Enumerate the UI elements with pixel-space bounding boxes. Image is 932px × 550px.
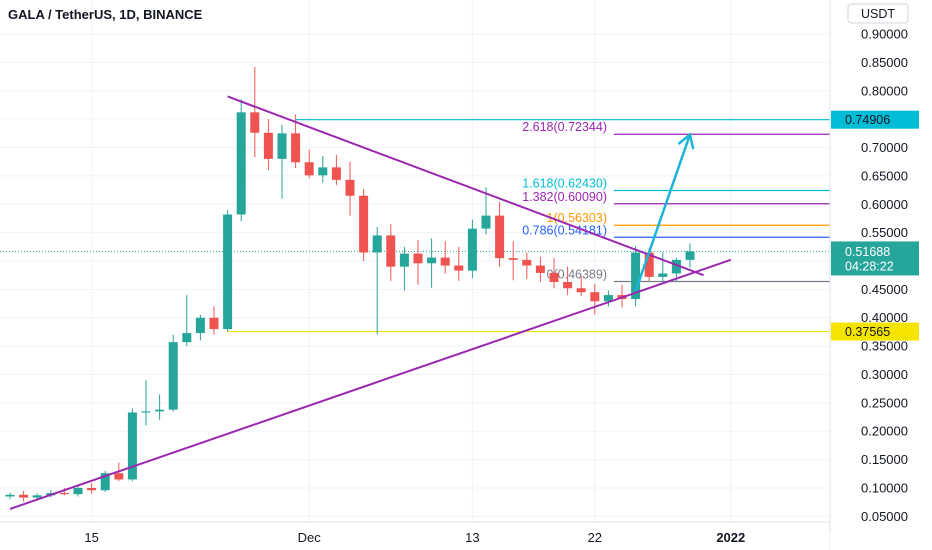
- trendlines: [9, 95, 732, 510]
- candle-body[interactable]: [372, 235, 382, 253]
- candle-body[interactable]: [19, 494, 29, 498]
- candles[interactable]: [5, 66, 695, 502]
- candle-body[interactable]: [671, 259, 681, 274]
- candle-body[interactable]: [209, 317, 219, 330]
- candle-body[interactable]: [386, 235, 396, 267]
- y-tick-label: 0.55000: [861, 225, 908, 240]
- candle-body[interactable]: [658, 273, 668, 277]
- x-tick-label: 13: [465, 530, 479, 545]
- candle-body[interactable]: [644, 252, 654, 277]
- axis-corner: [830, 532, 932, 550]
- candle-body[interactable]: [563, 281, 573, 289]
- projection-arrow: [634, 132, 695, 292]
- candle-body[interactable]: [155, 409, 165, 412]
- horizontal-levels: [0, 119, 830, 333]
- candle-countdown-label: 04:28:22: [845, 259, 894, 273]
- candle-body[interactable]: [535, 265, 545, 273]
- x-tick-label: 22: [588, 530, 602, 545]
- fib-level-label: 2.618(0.72344): [522, 120, 607, 134]
- candle-body[interactable]: [549, 272, 559, 282]
- x-tick-label: Dec: [298, 530, 322, 545]
- candle-body[interactable]: [603, 295, 613, 302]
- candle-body[interactable]: [223, 214, 233, 330]
- candle-body[interactable]: [263, 132, 273, 159]
- currency-label: USDT: [861, 7, 895, 21]
- x-tick-label: 2022: [716, 530, 745, 545]
- candle-body[interactable]: [250, 112, 260, 133]
- candle-body[interactable]: [590, 292, 600, 302]
- candle-body[interactable]: [168, 342, 178, 410]
- y-tick-label: 0.85000: [861, 55, 908, 70]
- candle-body[interactable]: [87, 487, 97, 491]
- candle-body[interactable]: [318, 167, 328, 176]
- y-tick-label: 0.20000: [861, 424, 908, 439]
- price-badge-label: 0.37565: [845, 325, 890, 339]
- candle-body[interactable]: [522, 259, 532, 266]
- candle-body[interactable]: [59, 493, 69, 495]
- candle-body[interactable]: [359, 195, 369, 253]
- chart-title: GALA / TetherUS, 1D, BINANCE: [8, 7, 203, 22]
- candle-body[interactable]: [631, 252, 641, 300]
- y-tick-label: 0.35000: [861, 339, 908, 354]
- candle-body[interactable]: [127, 412, 137, 480]
- projection-arrow-shaft: [634, 134, 692, 292]
- candle-body[interactable]: [481, 215, 491, 229]
- candle-body[interactable]: [685, 251, 695, 260]
- time-axis[interactable]: 15 Dec 13 22 2022: [84, 530, 745, 545]
- candle-body[interactable]: [5, 494, 15, 497]
- y-tick-label: 0.40000: [861, 310, 908, 325]
- candle-body[interactable]: [508, 258, 518, 260]
- candle-body[interactable]: [141, 411, 151, 413]
- y-tick-label: 0.05000: [861, 509, 908, 524]
- y-tick-label: 0.90000: [861, 27, 908, 42]
- candle-body[interactable]: [440, 257, 450, 266]
- candle-body[interactable]: [331, 167, 341, 180]
- fib-level-label: 1.382(0.60090): [522, 190, 607, 204]
- last-price-badge: [831, 241, 919, 276]
- last-price-label: 0.51688: [845, 245, 890, 259]
- y-tick-label: 0.70000: [861, 140, 908, 155]
- candle-body[interactable]: [304, 162, 314, 176]
- candle-body[interactable]: [277, 133, 287, 159]
- candle-body[interactable]: [236, 112, 246, 215]
- candle-body[interactable]: [399, 253, 409, 267]
- y-tick-label: 0.60000: [861, 197, 908, 212]
- y-tick-label: 0.15000: [861, 452, 908, 467]
- fib-level-label: 0.786(0.54181): [522, 223, 607, 237]
- candle-body[interactable]: [413, 253, 423, 264]
- candle-body[interactable]: [195, 317, 205, 334]
- price-badge-label: 0.74906: [845, 113, 890, 127]
- fibonacci-extension: 2.618(0.72344) 1.618(0.62430)1.382(0.6009…: [522, 120, 830, 283]
- y-tick-label: 0.30000: [861, 367, 908, 382]
- candle-body[interactable]: [467, 228, 477, 271]
- trendline: [227, 95, 704, 277]
- candle-body[interactable]: [576, 288, 586, 293]
- candle-body[interactable]: [73, 487, 83, 495]
- fib-level-label: 1.618(0.62430): [522, 176, 607, 190]
- trendline: [9, 258, 732, 510]
- price-badge: [831, 322, 919, 341]
- candle-body[interactable]: [114, 473, 124, 480]
- y-tick-label: 0.45000: [861, 282, 908, 297]
- y-tick-label: 0.25000: [861, 395, 908, 410]
- candle-body[interactable]: [427, 257, 437, 264]
- y-tick-label: 0.80000: [861, 83, 908, 98]
- candle-body[interactable]: [291, 133, 301, 163]
- y-tick-label: 0.10000: [861, 480, 908, 495]
- projection-arrow-head: [677, 132, 695, 150]
- candle-body[interactable]: [182, 333, 192, 343]
- candle-body[interactable]: [454, 265, 464, 271]
- price-badge: [831, 110, 919, 129]
- candle-body[interactable]: [100, 473, 110, 491]
- fib-level-label: 0(0.46389): [547, 267, 607, 281]
- candle-body[interactable]: [495, 215, 505, 259]
- x-tick-label: 15: [84, 530, 98, 545]
- candle-body[interactable]: [32, 495, 42, 498]
- currency-button[interactable]: USDT: [847, 3, 909, 24]
- candle-body[interactable]: [345, 179, 355, 196]
- y-tick-label: 0.65000: [861, 168, 908, 183]
